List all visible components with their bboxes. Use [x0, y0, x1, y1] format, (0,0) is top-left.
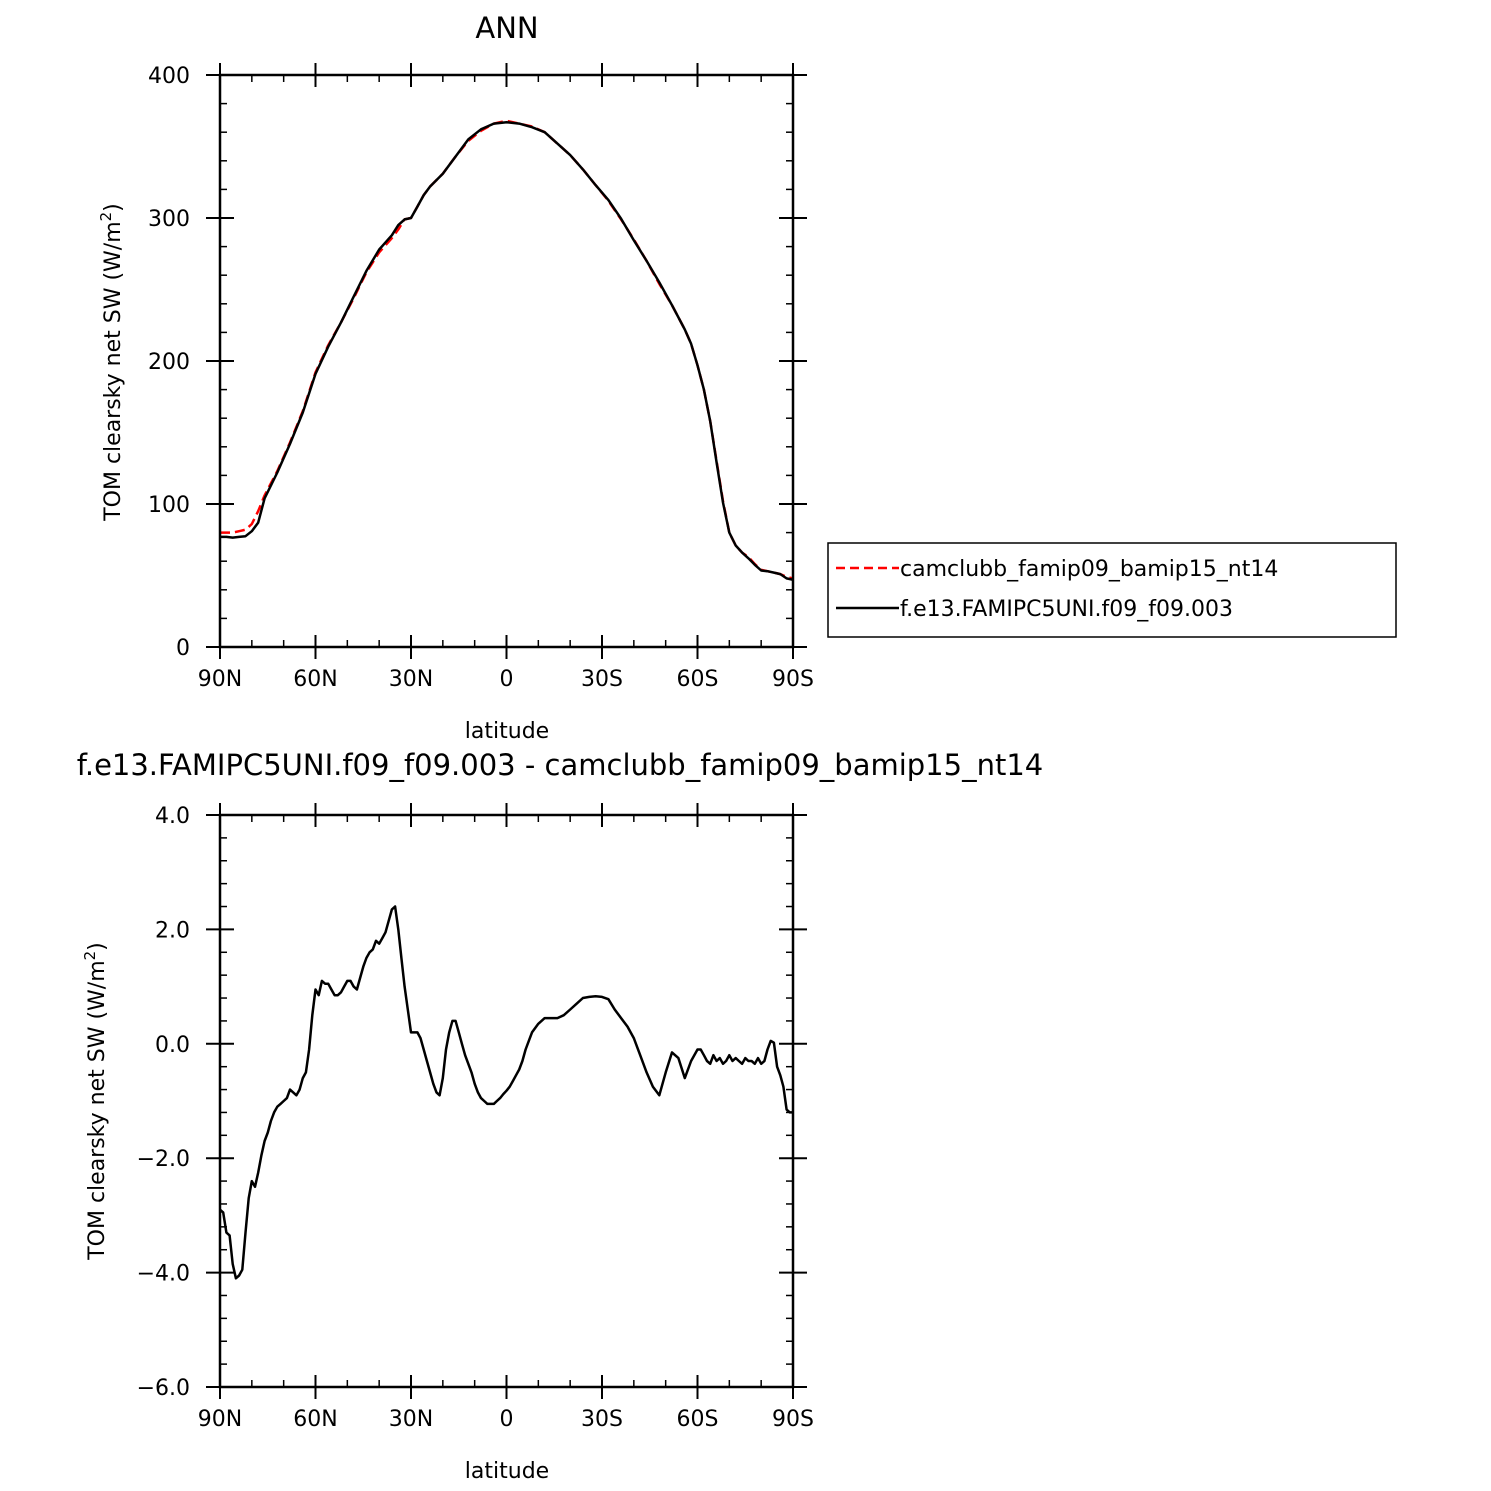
chart-top-ylabel-sup: 2 — [97, 212, 115, 222]
chart-bottom-plot-frame — [218, 813, 795, 1389]
chart-bottom-xtick-label: 90N — [198, 1407, 242, 1432]
legend-box — [827, 542, 1397, 638]
chart-top-plot: 90N 60N 30N 0 30S 60S 90S 0 100 200 300 400 — [148, 63, 814, 692]
legend-label-2: f.e13.FAMIPC5UNI.f09_f09.003 — [900, 597, 1233, 622]
chart-bottom-ylabel: TOM clearsky net SW (W/m2) — [81, 942, 110, 1261]
chart-bottom-ytick-label: 0.0 — [155, 1033, 190, 1058]
chart-top-series-line-1 — [220, 119, 793, 580]
chart-top-xtick-label: 90S — [772, 667, 814, 692]
chart-top-xtick-label: 90N — [198, 667, 242, 692]
chart-bottom-ytick-label: 4.0 — [155, 804, 190, 829]
chart-bottom-xtick-label: 60N — [293, 1407, 337, 1432]
chart-bottom-ylabel-sup: 2 — [81, 951, 99, 961]
chart-top-ylabel-close: ) — [101, 203, 126, 212]
chart-top-xtick-label: 0 — [500, 667, 514, 692]
chart-bottom-plot: 90N 60N 30N 0 30S 60S 90S −6.0 −4.0 −2.0 0.0 2.0 4.0 — [137, 803, 814, 1432]
chart-bottom-ylabel-close: ) — [85, 942, 110, 951]
chart-top-xtick-label: 60N — [293, 667, 337, 692]
chart-bottom-series-line-1 — [220, 905, 793, 1280]
chart-top-xtick-label: 30S — [581, 667, 623, 692]
chart-top-ytick-label: 100 — [148, 493, 190, 518]
chart-bottom-ytick-label: −4.0 — [137, 1262, 190, 1287]
chart-top-xtick-label: 60S — [677, 667, 719, 692]
chart-top: ANN 90N 60N 30N 0 30S 60S 90S 0 100 200 300 400 lat… — [97, 11, 814, 744]
chart-bottom-ytick-label: −6.0 — [137, 1376, 190, 1401]
chart-bottom-title: f.e13.FAMIPC5UNI.f09_f09.003 - camclubb_… — [77, 748, 1044, 782]
chart-top-xlabel: latitude — [465, 719, 549, 744]
chart-bottom-xtick-label: 90S — [772, 1407, 814, 1432]
chart-top-series-line-2 — [220, 120, 793, 582]
chart-top-ytick-label: 400 — [148, 64, 190, 89]
chart-bottom-ytick-label: 2.0 — [155, 918, 190, 943]
chart-bottom-xtick-label: 60S — [677, 1407, 719, 1432]
chart-top-title: ANN — [475, 11, 538, 45]
legend-label-1: camclubb_famip09_bamip15_nt14 — [900, 557, 1278, 582]
chart-bottom-ytick-label: −2.0 — [137, 1147, 190, 1172]
chart-top-ylabel-main: TOM clearsky net SW (W/m — [101, 221, 126, 521]
chart-bottom-xtick-label: 0 — [500, 1407, 514, 1432]
chart-top-xtick-label: 30N — [389, 667, 433, 692]
chart-top-ytick-label: 200 — [148, 350, 190, 375]
chart-top-ytick-label: 300 — [148, 207, 190, 232]
chart-bottom: f.e13.FAMIPC5UNI.f09_f09.003 - camclubb_… — [77, 748, 1044, 1484]
chart-top-plot-frame — [218, 73, 795, 649]
chart-top-ylabel: TOM clearsky net SW (W/m2) — [97, 203, 126, 522]
chart-bottom-ylabel-main: TOM clearsky net SW (W/m — [85, 960, 110, 1260]
chart-bottom-xtick-label: 30N — [389, 1407, 433, 1432]
chart-bottom-xtick-label: 30S — [581, 1407, 623, 1432]
chart-top-ytick-label: 0 — [176, 636, 190, 661]
legend: camclubb_famip09_bamip15_nt14 f.e13.FAMI… — [827, 542, 1397, 638]
chart-bottom-xlabel: latitude — [465, 1459, 549, 1484]
